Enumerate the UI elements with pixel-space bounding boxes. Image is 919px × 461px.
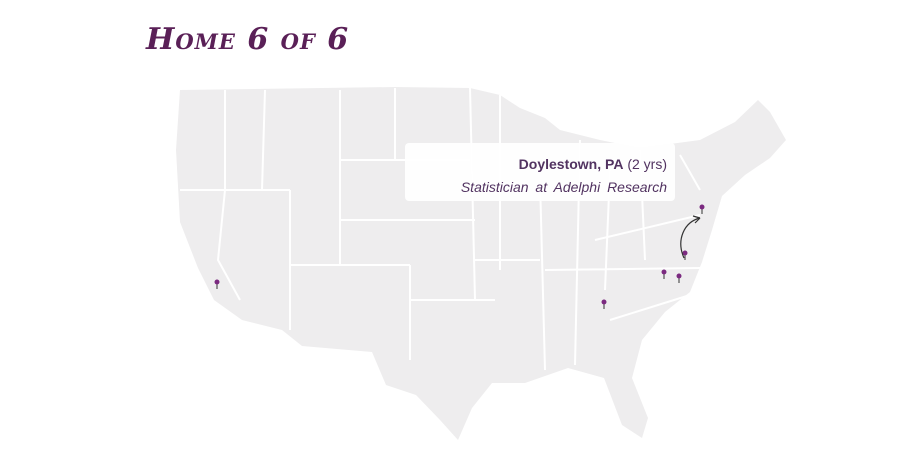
pins	[214, 204, 705, 310]
arrow-head-icon	[692, 215, 701, 224]
tooltip-job: Statistician at Adelphi Research	[460, 179, 667, 195]
tooltip-duration: (2 yrs)	[627, 156, 667, 172]
pin-north-carolina-west-icon[interactable]	[661, 269, 667, 280]
page-title: Home 6 of 6	[146, 22, 350, 57]
tooltip-city: Doylestown, PA	[518, 156, 624, 172]
pin-north-carolina-east-icon[interactable]	[676, 273, 682, 284]
pin-doylestown-icon[interactable]	[699, 204, 705, 215]
pin-maryland-icon[interactable]	[682, 250, 688, 261]
pin-california-icon[interactable]	[214, 279, 220, 290]
location-tooltip: Doylestown, PA (2 yrs) Statistician at A…	[405, 143, 675, 201]
move-arrow	[680, 217, 701, 259]
tooltip-location: Doylestown, PA (2 yrs)	[519, 156, 667, 172]
pin-georgia-icon[interactable]	[601, 299, 607, 310]
us-land	[176, 87, 786, 440]
